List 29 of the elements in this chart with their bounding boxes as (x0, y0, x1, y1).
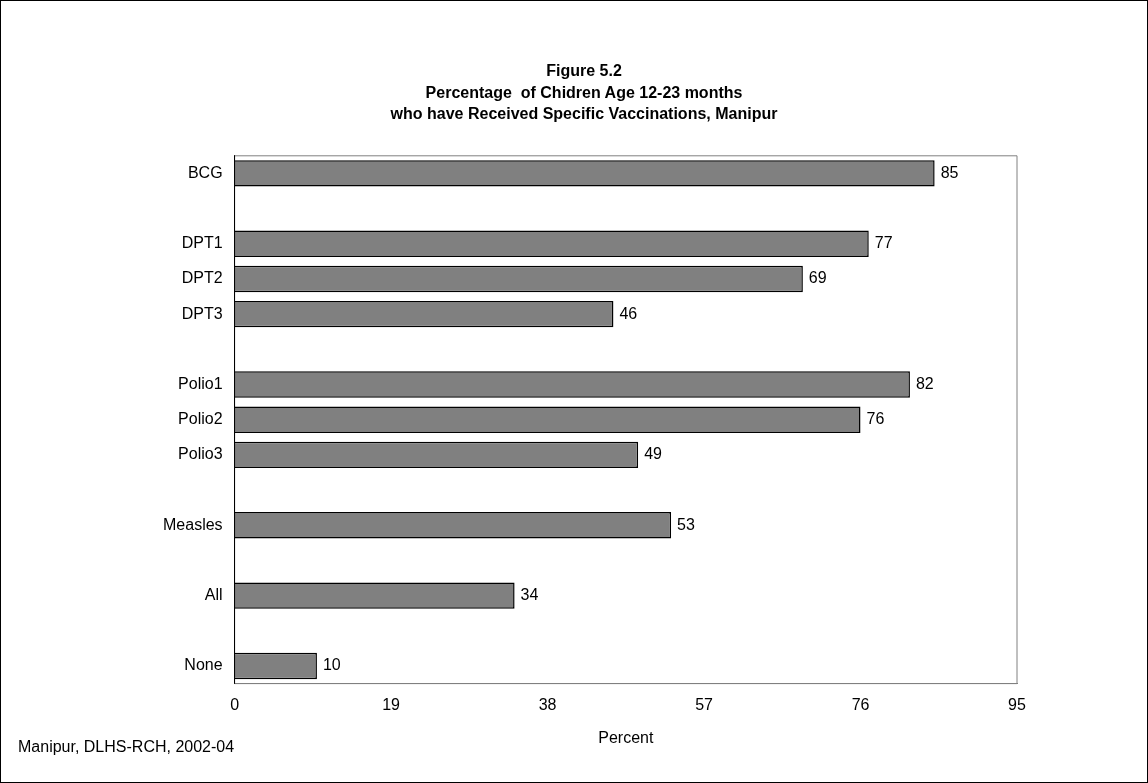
x-tick-label: 0 (230, 695, 240, 713)
y-tick-label: All (204, 586, 223, 604)
y-tick-label: BCG (187, 163, 223, 181)
x-tick-label: 76 (851, 695, 870, 713)
y-tick-label: Polio3 (178, 445, 223, 463)
y-tick-label: Measles (163, 515, 223, 533)
x-axis-title: Percent (598, 728, 654, 746)
data-label: 77 (874, 234, 893, 252)
chart-title: Figure 5.2 Percentage of Chidren Age 12-23 months who have Received Specific Vaccinations, Manipur (389, 62, 778, 123)
y-tick-label: Polio1 (178, 374, 223, 392)
data-label: 69 (808, 269, 827, 287)
text: Manipur, DLHS-RCH, 2002-04 (18, 738, 235, 756)
data-label: 76 (866, 410, 885, 428)
y-tick-label: DPT3 (181, 304, 223, 322)
data-label: 10 (322, 656, 341, 674)
data-label: 49 (644, 445, 663, 463)
data-label: 46 (619, 304, 638, 322)
y-tick-label: DPT2 (181, 269, 223, 287)
y-tick-label: Polio2 (178, 410, 223, 428)
x-tick-label: 19 (382, 695, 401, 713)
data-label: 53 (677, 515, 695, 533)
data-label: 85 (940, 163, 959, 181)
y-tick-label: None (184, 656, 223, 674)
data-label: 34 (520, 586, 539, 604)
data-label: 82 (915, 374, 934, 392)
x-tick-label: 38 (538, 695, 557, 713)
x-tick-label: 57 (695, 695, 714, 713)
y-tick-label: DPT1 (181, 234, 223, 252)
x-tick-label: 95 (1008, 695, 1026, 713)
